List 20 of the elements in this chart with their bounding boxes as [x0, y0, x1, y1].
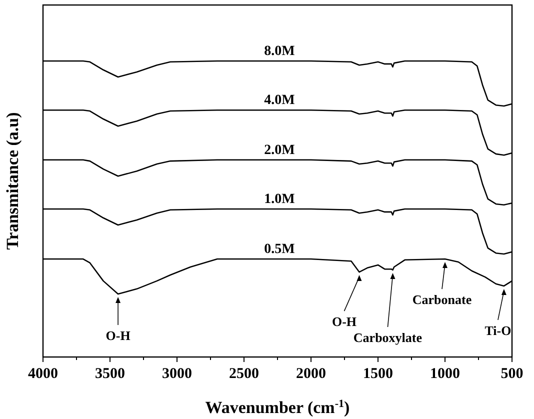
x-axis-title: Wavenumber (cm$^{-1}$): [205, 398, 350, 417]
x-tick-label: 1500: [363, 366, 393, 382]
annotation: Ti-O: [484, 322, 512, 338]
series-label: 2.0M: [264, 142, 295, 158]
x-tick-label: 2500: [229, 366, 259, 382]
series-label: 4.0M: [264, 93, 295, 108]
annotation: O-H: [332, 314, 357, 330]
series-label: 1.0M: [264, 192, 295, 207]
annotation: O-H: [106, 328, 130, 343]
y-axis-title: Transmitance (a.u): [3, 112, 22, 250]
annotation: Carboxylate: [353, 330, 422, 345]
x-tick-label: 3500: [95, 366, 125, 382]
x-tick-label: 1000: [430, 366, 460, 382]
series-label: 0.5M: [264, 242, 295, 258]
annotation: Carbonate: [412, 292, 472, 308]
series-label: 8.0M: [264, 44, 295, 59]
x-tick-label: 500: [500, 366, 524, 382]
x-tick-label: 4000: [28, 366, 58, 382]
x-tick-label: 3000: [162, 366, 192, 382]
x-tick-label: 2000: [296, 366, 326, 382]
